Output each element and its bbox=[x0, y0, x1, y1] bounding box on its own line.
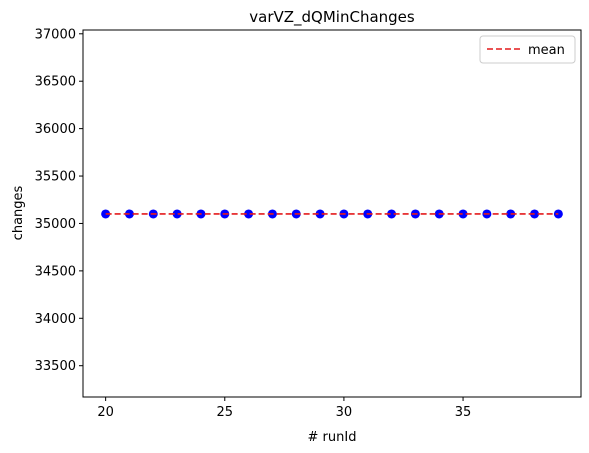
legend-box bbox=[479, 35, 576, 64]
y-tick-label: 34500 bbox=[35, 264, 76, 279]
y-axis-ticks: 33500 34000 34500 35000 35500 36000 36500 37000 bbox=[35, 27, 83, 374]
x-axis-ticks: 20 25 30 35 bbox=[97, 397, 471, 420]
legend: mean bbox=[479, 35, 576, 64]
chart-title: varVZ_dQMinChanges bbox=[249, 8, 415, 27]
y-axis-label: changes bbox=[11, 185, 26, 240]
y-tick-label: 36500 bbox=[35, 75, 76, 90]
y-tick-label: 35000 bbox=[35, 217, 76, 232]
x-tick-label: 30 bbox=[336, 405, 353, 420]
y-tick-label: 34000 bbox=[35, 312, 76, 327]
y-tick-label: 33500 bbox=[35, 359, 76, 374]
x-axis-label: # runId bbox=[308, 430, 357, 445]
y-tick-label: 35500 bbox=[35, 170, 76, 185]
y-tick-label: 36000 bbox=[35, 122, 76, 137]
legend-mean-label: mean bbox=[528, 43, 565, 58]
x-tick-label: 25 bbox=[217, 405, 234, 420]
y-tick-label: 37000 bbox=[35, 27, 76, 42]
x-tick-label: 35 bbox=[455, 405, 472, 420]
data-point bbox=[387, 209, 397, 219]
data-point bbox=[458, 209, 468, 219]
data-point bbox=[244, 209, 254, 219]
data-point bbox=[315, 209, 325, 219]
data-point bbox=[172, 209, 182, 219]
x-tick-label: 20 bbox=[97, 405, 114, 420]
